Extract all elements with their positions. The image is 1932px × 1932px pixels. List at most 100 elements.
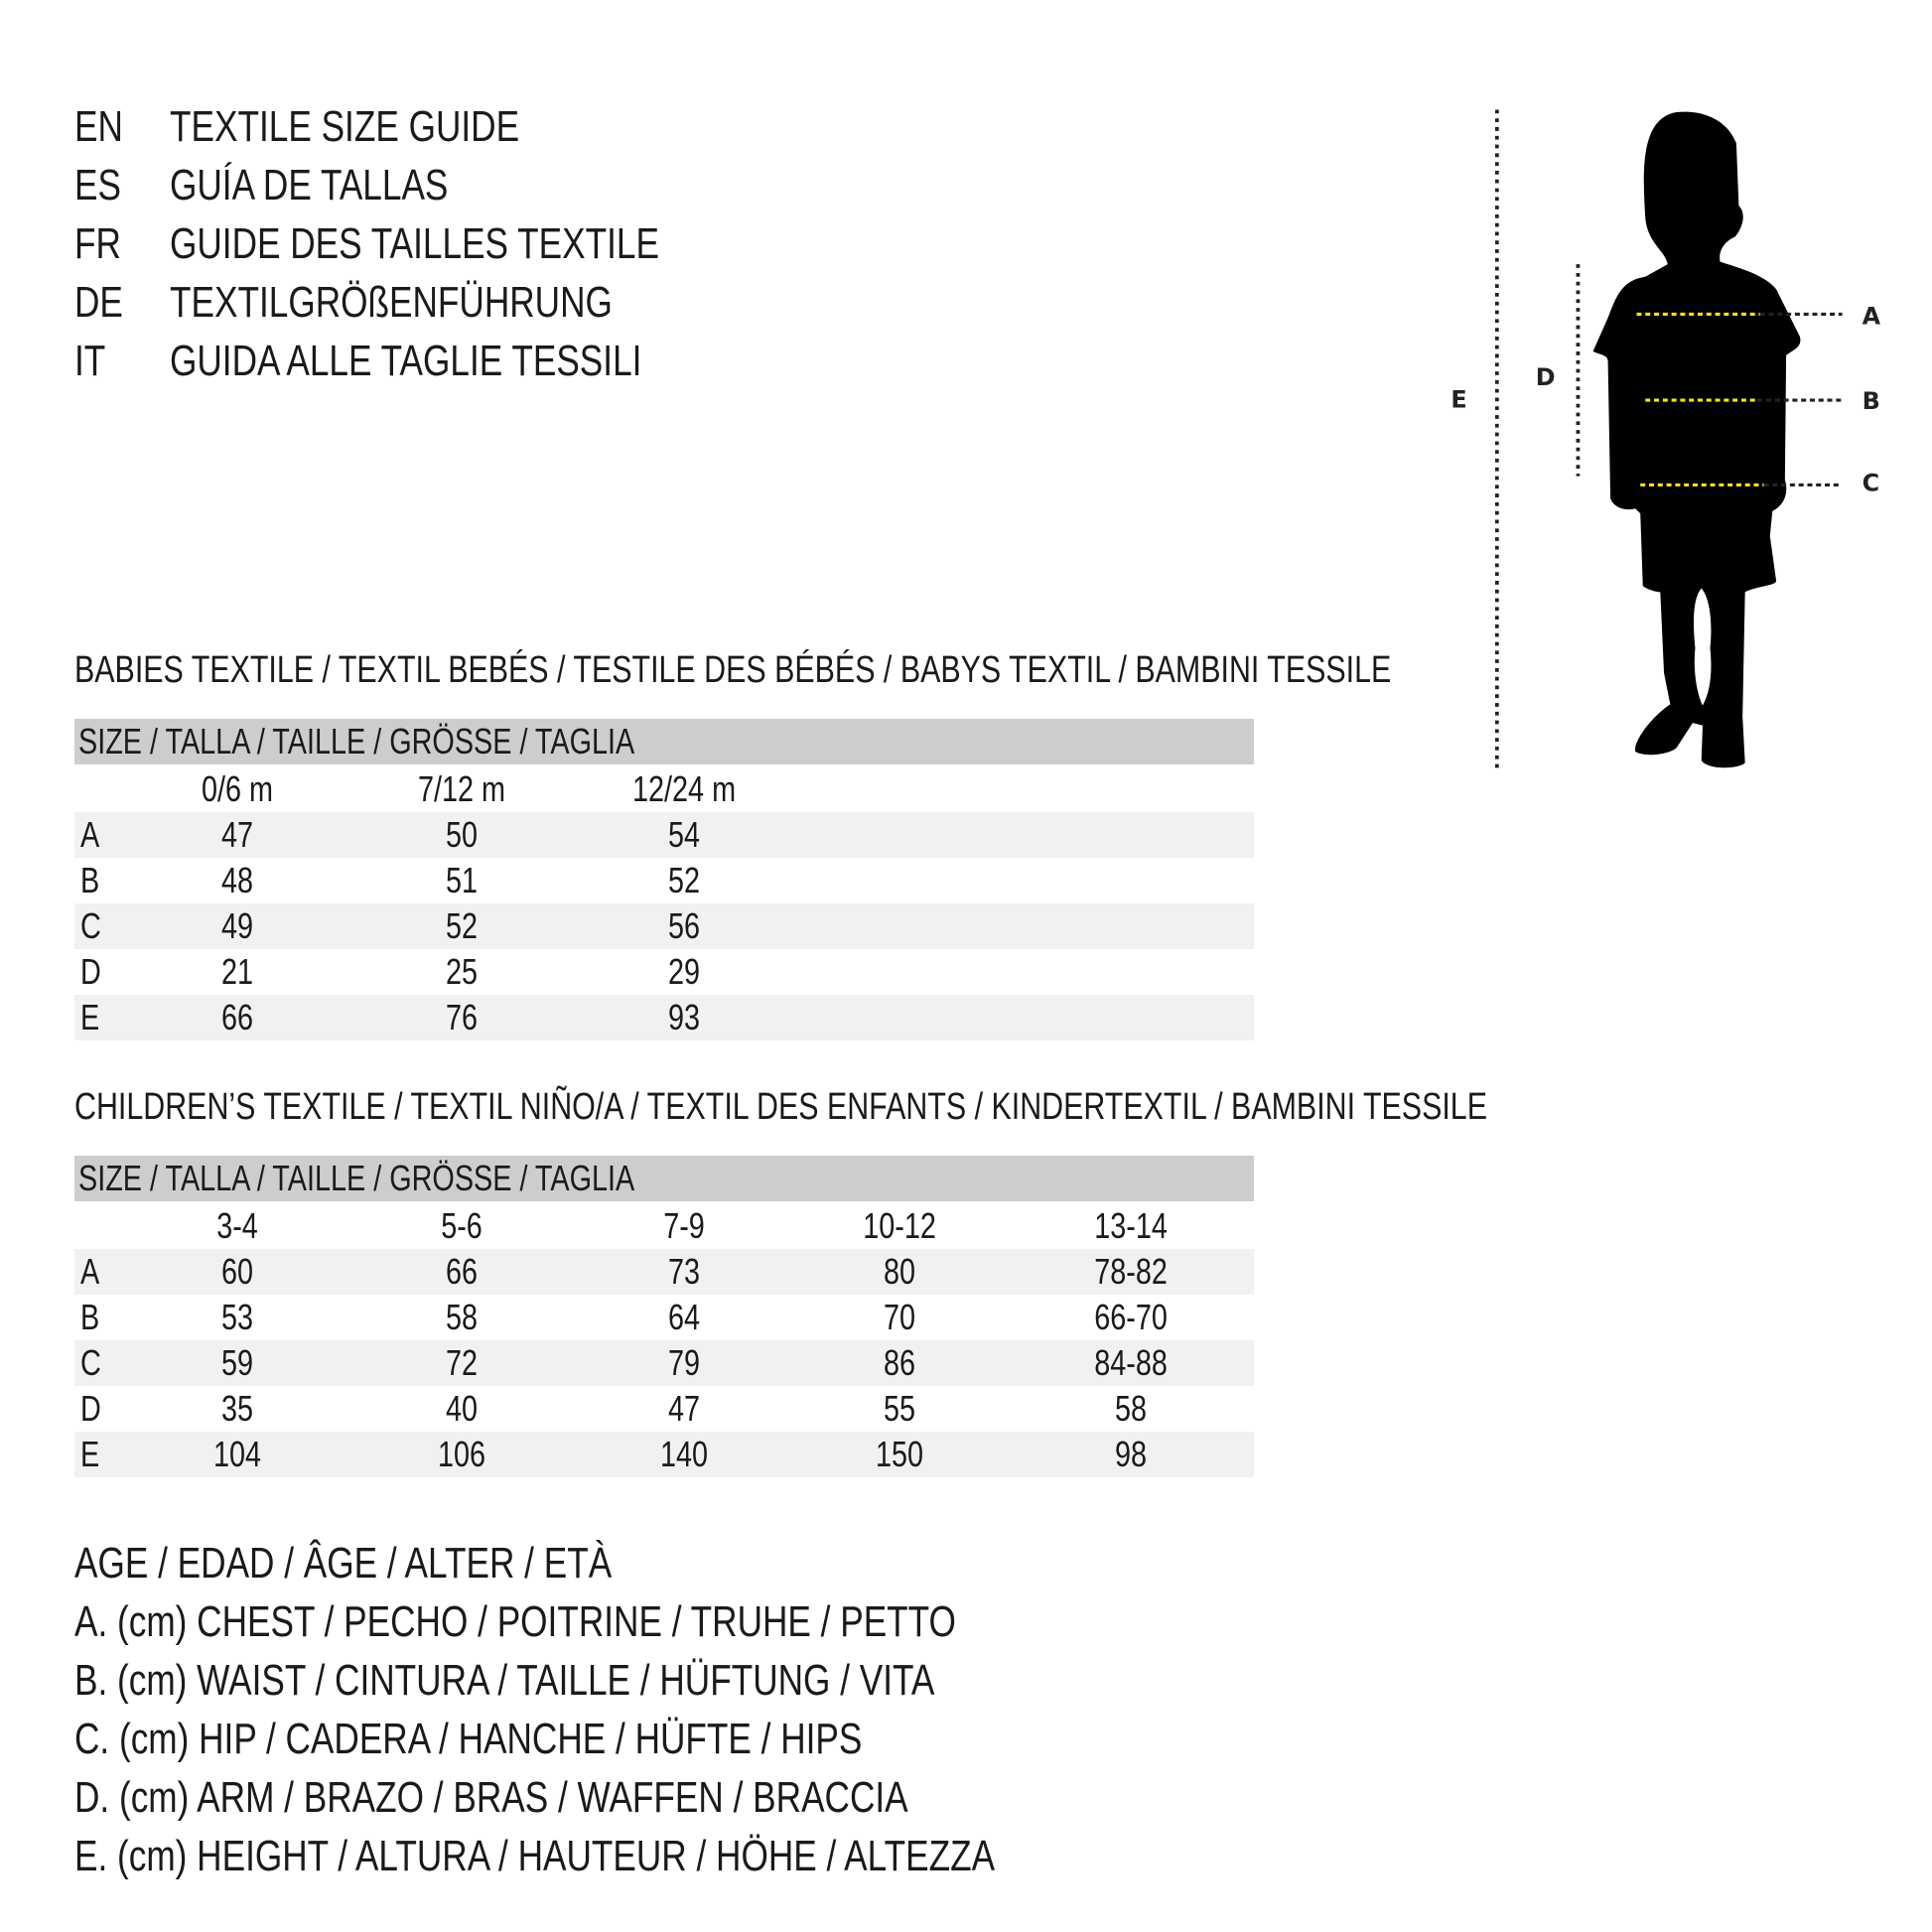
table-row: E 66 76 93 — [74, 995, 1254, 1040]
table-cell: 150 — [875, 1434, 924, 1474]
table-cell: 93 — [667, 997, 701, 1037]
table-cell: 50 — [445, 814, 479, 855]
row-label: E — [80, 1434, 100, 1474]
size-column-header: 13-14 — [1094, 1205, 1168, 1246]
language-code: DE — [74, 278, 123, 327]
table-cell: 80 — [883, 1251, 916, 1292]
language-code: ES — [74, 161, 121, 209]
row-label: D — [80, 1388, 101, 1429]
table-cell: 78-82 — [1094, 1251, 1168, 1292]
size-columns-row: 3-4 5-6 7-9 10-12 13-14 — [74, 1203, 1254, 1249]
table-cell: 29 — [667, 951, 701, 992]
size-columns-row: 0/6 m 7/12 m 12/24 m — [74, 766, 1254, 812]
language-title-text: GUÍA DE TALLAS — [170, 161, 449, 209]
legend-item: AGE / EDAD / ÂGE / ALTER / ETÀ — [74, 1539, 613, 1587]
size-column-header: 12/24 m — [631, 768, 737, 809]
row-label: B — [80, 860, 100, 900]
table-row: D 35 40 47 55 58 — [74, 1386, 1254, 1432]
table-cell: 35 — [220, 1388, 254, 1429]
table-cell: 49 — [220, 905, 254, 946]
size-column-header: 0/6 m — [201, 768, 274, 809]
table-cell: 52 — [445, 905, 479, 946]
table-cell: 66 — [220, 997, 254, 1037]
table-cell: 104 — [212, 1434, 262, 1474]
table-cell: 140 — [659, 1434, 709, 1474]
table-cell: 66 — [445, 1251, 479, 1292]
language-code: FR — [74, 219, 121, 268]
table-cell: 60 — [220, 1251, 254, 1292]
children-size-table: SIZE / TALLA / TAILLE / GRÖSSE / TAGLIA 3… — [74, 1156, 1254, 1477]
table-row: C 49 52 56 — [74, 903, 1254, 949]
language-title: GUÍA DE TALLAS — [170, 156, 518, 214]
language-code: IT — [74, 337, 106, 385]
table-cell: 84-88 — [1094, 1342, 1168, 1383]
table-cell: 106 — [437, 1434, 486, 1474]
label-c: C — [1863, 470, 1880, 497]
table-row: D 21 25 29 — [74, 949, 1254, 995]
row-label: E — [80, 997, 100, 1037]
row-label: C — [80, 1342, 101, 1383]
size-header-row: SIZE / TALLA / TAILLE / GRÖSSE / TAGLIA — [74, 719, 1254, 764]
row-label: A — [80, 814, 100, 855]
language-title: TEXTILGRÖßENFÜHRUNG — [170, 273, 723, 332]
babies-size-table: SIZE / TALLA / TAILLE / GRÖSSE / TAGLIA 0… — [74, 719, 1254, 1040]
row-label: C — [80, 905, 101, 946]
language-title: GUIDE DES TAILLES TEXTILE — [170, 214, 781, 273]
label-b: B — [1863, 387, 1880, 415]
table-cell: 40 — [445, 1388, 479, 1429]
children-section-title: CHILDREN’S TEXTILE / TEXTIL NIÑO/A / TEX… — [74, 1086, 1487, 1128]
table-cell: 79 — [667, 1342, 701, 1383]
table-cell: 59 — [220, 1342, 254, 1383]
table-cell: 58 — [445, 1297, 479, 1337]
table-cell: 21 — [220, 951, 254, 992]
table-cell: 47 — [220, 814, 254, 855]
legend-item: A. (cm) CHEST / PECHO / POITRINE / TRUHE… — [74, 1597, 956, 1646]
size-header-row: SIZE / TALLA / TAILLE / GRÖSSE / TAGLIA — [74, 1156, 1254, 1201]
size-column-header: 7/12 m — [417, 768, 506, 809]
size-column-header: 7-9 — [663, 1205, 705, 1246]
table-row: A 60 66 73 80 78-82 — [74, 1249, 1254, 1295]
table-cell: 64 — [667, 1297, 701, 1337]
row-label: A — [80, 1251, 100, 1292]
legend-item: E. (cm) HEIGHT / ALTURA / HAUTEUR / HÖHE… — [74, 1832, 996, 1880]
row-label: B — [80, 1297, 100, 1337]
language-code: EN — [74, 102, 123, 151]
table-cell: 51 — [445, 860, 479, 900]
language-title-text: TEXTILE SIZE GUIDE — [170, 102, 520, 151]
label-a: A — [1863, 302, 1881, 330]
language-title: TEXTILE SIZE GUIDE — [170, 97, 607, 156]
legend-item: D. (cm) ARM / BRAZO / BRAS / WAFFEN / BR… — [74, 1773, 908, 1822]
language-title-text: GUIDA ALLE TAGLIE TESSILI — [170, 337, 642, 385]
table-cell: 25 — [445, 951, 479, 992]
table-cell: 70 — [883, 1297, 916, 1337]
table-row: E 104 106 140 150 98 — [74, 1432, 1254, 1477]
language-title: GUIDA ALLE TAGLIE TESSILI — [170, 332, 759, 390]
table-cell: 52 — [667, 860, 701, 900]
leg-gap — [1694, 588, 1712, 706]
size-column-header: 5-6 — [441, 1205, 483, 1246]
table-row: C 59 72 79 86 84-88 — [74, 1340, 1254, 1386]
row-label: D — [80, 951, 101, 992]
child-silhouette — [1592, 111, 1801, 768]
table-cell: 76 — [445, 997, 479, 1037]
table-cell: 55 — [883, 1388, 916, 1429]
table-cell: 48 — [220, 860, 254, 900]
babies-section-title: BABIES TEXTILE / TEXTIL BEBÉS / TESTILE … — [74, 649, 1392, 691]
language-title-text: TEXTILGRÖßENFÜHRUNG — [170, 278, 613, 327]
legend-item: C. (cm) HIP / CADERA / HANCHE / HÜFTE / … — [74, 1715, 863, 1763]
table-cell: 98 — [1114, 1434, 1148, 1474]
table-cell: 86 — [883, 1342, 916, 1383]
table-cell: 72 — [445, 1342, 479, 1383]
table-cell: 73 — [667, 1251, 701, 1292]
size-header-label: SIZE / TALLA / TAILLE / GRÖSSE / TAGLIA — [78, 721, 635, 761]
table-cell: 58 — [1114, 1388, 1148, 1429]
size-column-header: 3-4 — [216, 1205, 258, 1246]
table-cell: 53 — [220, 1297, 254, 1337]
size-header-label: SIZE / TALLA / TAILLE / GRÖSSE / TAGLIA — [78, 1158, 635, 1198]
label-d: D — [1536, 363, 1556, 391]
table-cell: 66-70 — [1094, 1297, 1168, 1337]
legend-item: B. (cm) WAIST / CINTURA / TAILLE / HÜFTU… — [74, 1656, 935, 1705]
table-cell: 47 — [667, 1388, 701, 1429]
table-cell: 56 — [667, 905, 701, 946]
